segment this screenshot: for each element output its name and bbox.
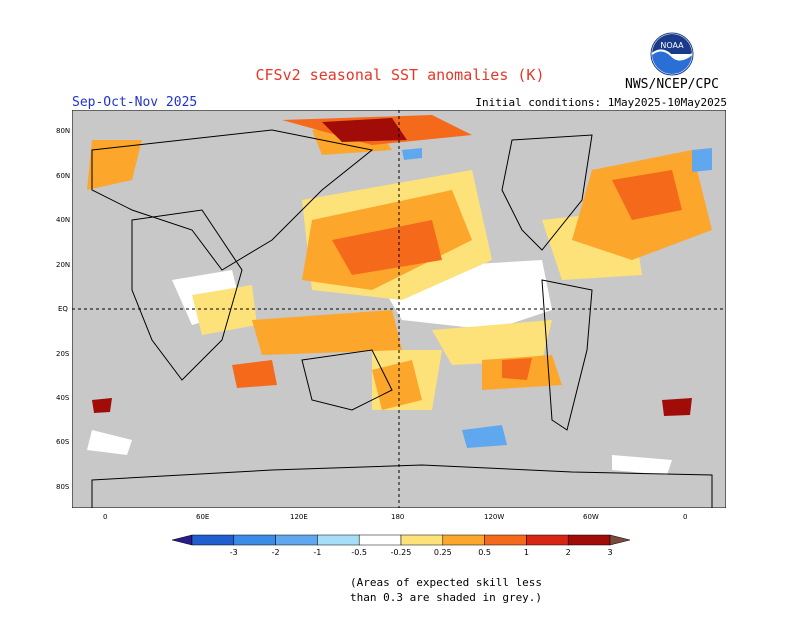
colorbar-tick-label: -2: [272, 548, 280, 556]
colorbar-tick-label: -1: [313, 548, 321, 556]
lon-label: 0: [103, 513, 108, 521]
colorbar-tick-label: 0.25: [434, 548, 452, 556]
lat-label: 40N: [56, 216, 71, 224]
chart-title: CFSv2 seasonal SST anomalies (K): [255, 66, 545, 84]
lon-label: 120W: [484, 513, 505, 521]
lat-label: 80N: [56, 127, 71, 135]
skill-note-line: (Areas of expected skill less: [350, 576, 543, 589]
anomaly-2-regions: [92, 118, 692, 416]
colorbar-swatch: [526, 534, 569, 546]
colorbar-tick-label: -3: [230, 548, 238, 556]
skill-note: (Areas of expected skill less than 0.3 a…: [350, 575, 542, 605]
colorbar-tick-label: -0.5: [351, 548, 367, 556]
continent-outlines: [91, 129, 713, 508]
colorbar-tick-label: -0.25: [391, 548, 412, 556]
sst-anomaly-map: [72, 110, 726, 508]
colorbar-swatch: [567, 534, 611, 546]
lat-label: 60N: [56, 172, 71, 180]
colorbar-swatch: [442, 534, 485, 546]
lat-label: 40S: [56, 394, 70, 402]
colorbar-swatch: [233, 534, 276, 546]
negative-anomaly-regions: [402, 148, 712, 448]
colorbar-swatch: [317, 534, 360, 546]
lat-label: 60S: [56, 438, 70, 446]
season-label: Sep-Oct-Nov 2025: [72, 95, 198, 110]
colorbar-swatch: [400, 534, 444, 546]
colorbar-swatch: [358, 534, 402, 546]
lat-label: 80S: [56, 483, 70, 491]
colorbar-tick-label: 2: [566, 548, 571, 556]
initial-conditions-label: Initial conditions: 1May2025-10May2025: [475, 96, 727, 109]
colorbar-tick-label: 0.5: [478, 548, 491, 556]
colorbar: -3 -2 -1 -0.5 -0.25 0.25 0.5 1 2 3: [172, 534, 630, 556]
lon-label: 120E: [290, 513, 308, 521]
lat-label: 20S: [56, 350, 70, 358]
lon-label: 0: [683, 513, 688, 521]
lat-label: 20N: [56, 261, 71, 269]
noaa-logo-icon: NOAA: [650, 32, 694, 76]
agency-label: NWS/NCEP/CPC: [625, 77, 719, 92]
colorbar-swatch: [275, 534, 318, 546]
colorbar-tick-label: 3: [607, 548, 612, 556]
colorbar-tick-label: 1: [524, 548, 529, 556]
colorbar-extend-high: [609, 534, 630, 546]
lon-label: 180: [391, 513, 405, 521]
colorbar-extend-low: [172, 534, 193, 546]
svg-text:NOAA: NOAA: [660, 41, 684, 50]
lon-label: 60E: [196, 513, 210, 521]
neutral-regions: [87, 260, 672, 475]
colorbar-swatch: [484, 534, 527, 546]
lon-label: 60W: [583, 513, 599, 521]
colorbar-swatch: [191, 534, 235, 546]
lat-label: EQ: [58, 305, 68, 313]
skill-note-line: than 0.3 are shaded in grey.): [350, 591, 543, 604]
